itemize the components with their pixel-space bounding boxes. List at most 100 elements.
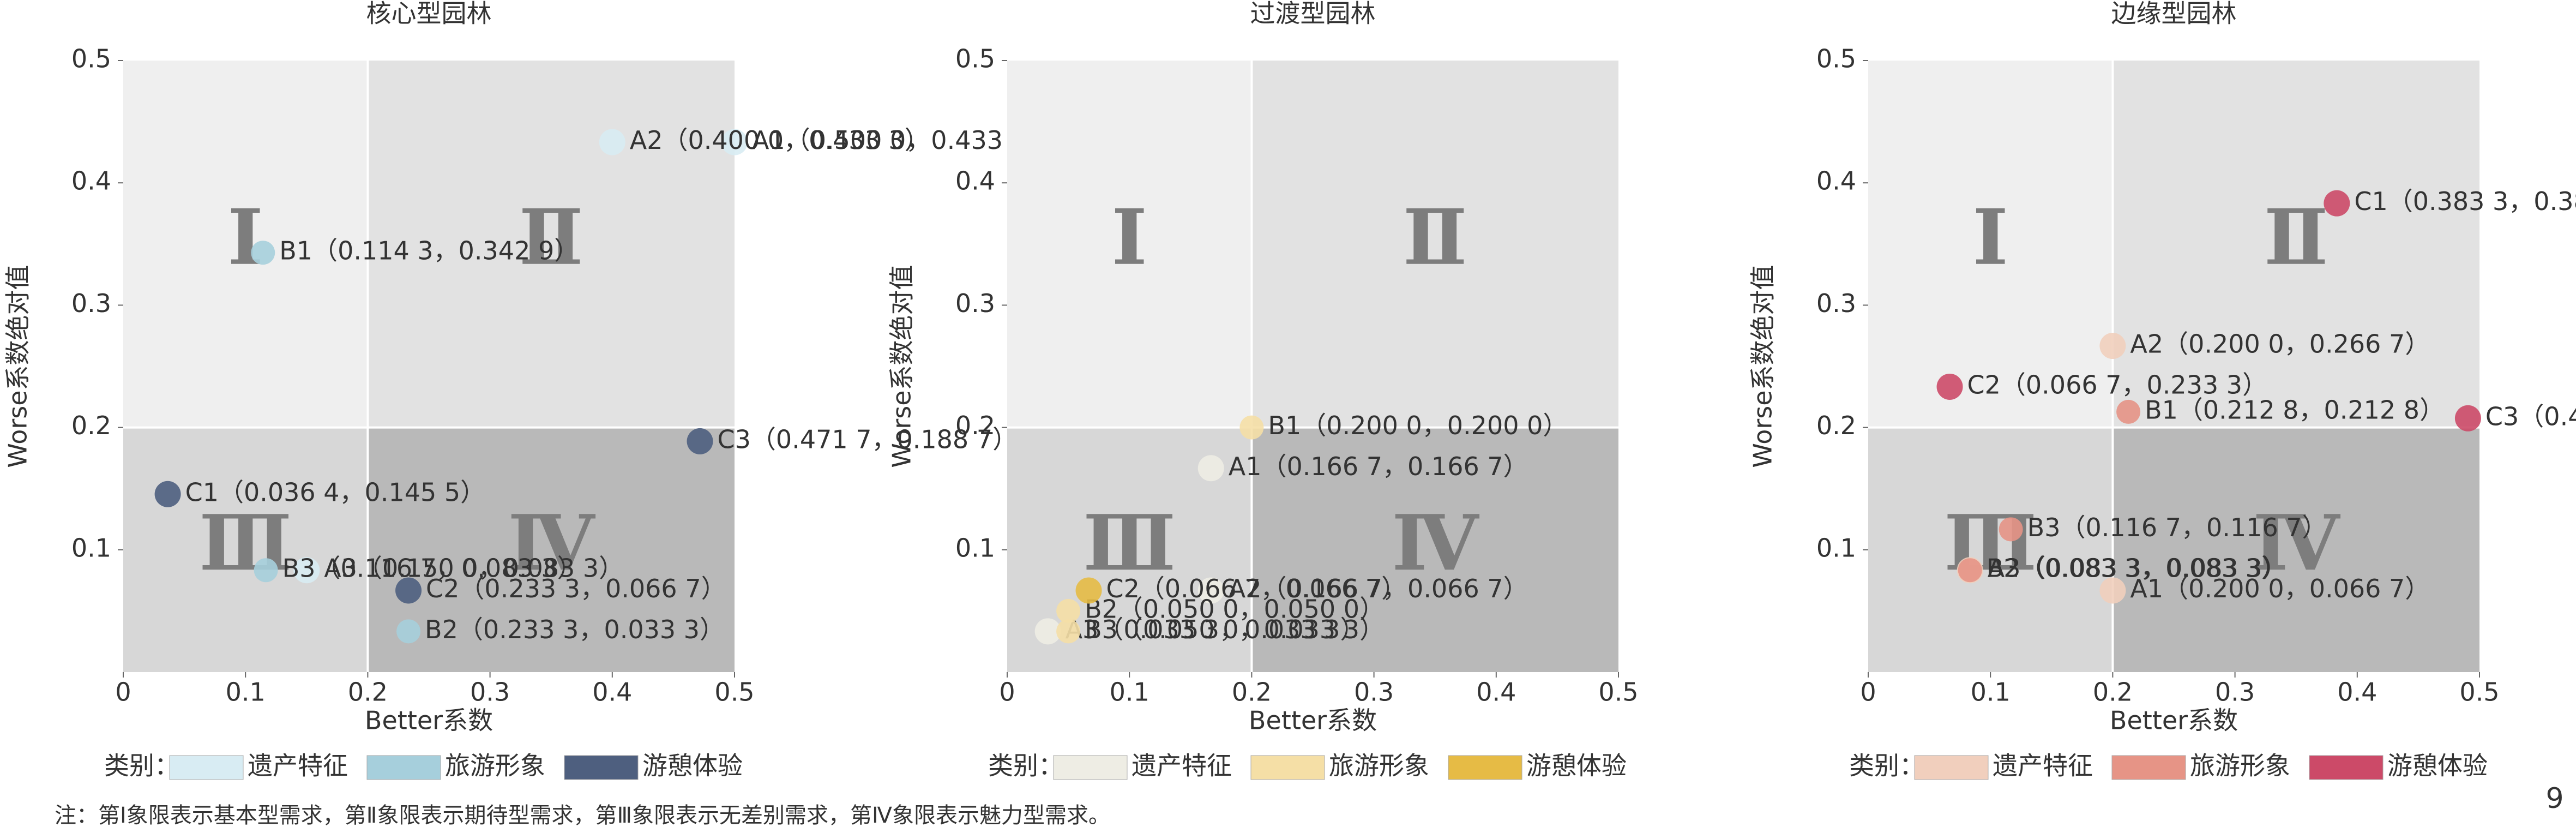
legend-swatch — [564, 755, 639, 780]
point — [251, 241, 275, 265]
point — [2324, 190, 2350, 217]
point — [293, 557, 320, 584]
quadrant — [368, 61, 735, 428]
note: 注：第Ⅰ象限表示基本型需求，第Ⅱ象限表示期待型需求，第Ⅲ象限表示无差别需求，第Ⅳ… — [55, 803, 1110, 828]
x-tick-label: 0.5 — [714, 678, 754, 707]
legend-swatch — [1053, 755, 1128, 780]
x-tick-label: 0.2 — [348, 678, 388, 707]
point — [1056, 598, 1081, 623]
y-tick-label: 0.4 — [955, 166, 995, 196]
x-tick-label: 0.4 — [2337, 678, 2377, 707]
quadrant — [2112, 427, 2479, 672]
quadrant-label: Ⅲ — [1083, 499, 1176, 588]
point-label: C2（0.066 7，0.066 7） — [1106, 574, 1407, 603]
x-tick-label: 0.2 — [1232, 678, 1272, 707]
legend-swatch — [2309, 755, 2384, 780]
point — [2099, 577, 2126, 604]
point — [1239, 415, 1264, 440]
point — [1034, 618, 1061, 645]
y-tick-label: 0.3 — [1816, 289, 1856, 318]
legend-swatch — [1914, 755, 1989, 780]
x-tick-label: 0.4 — [592, 678, 632, 707]
legend-label: 遗产特征 — [1131, 751, 1232, 781]
y-tick-label: 0.5 — [1816, 44, 1856, 74]
y-tick-label: 0.3 — [955, 289, 995, 318]
point — [1197, 577, 1224, 604]
legend-swatch — [2111, 755, 2186, 780]
quadrant-label: Ⅳ — [508, 499, 595, 588]
legend-label: 遗产特征 — [1993, 751, 2093, 781]
x-axis-label: Better系数 — [1249, 706, 1377, 735]
legend-swatch — [169, 755, 244, 780]
x-tick-label: 0.3 — [1354, 678, 1394, 707]
x-tick-label: 0.5 — [2459, 678, 2499, 707]
legend-label: 旅游形象 — [2190, 751, 2290, 781]
chart-title: 核心型园林 — [366, 0, 492, 28]
quadrant — [123, 427, 368, 672]
legend-swatch — [366, 755, 441, 780]
y-tick-label: 0.4 — [1816, 166, 1856, 196]
x-tick-label: 0.4 — [1476, 678, 1516, 707]
point-label: C2（0.066 7，0.233 3） — [1967, 370, 2268, 399]
y-tick-label: 0.2 — [955, 411, 995, 440]
point-label: C3（0.471 7，0.188 7） — [718, 424, 1018, 454]
x-tick-label: 0.5 — [1598, 678, 1638, 707]
x-tick-label: 0.1 — [1971, 678, 2011, 707]
point — [1197, 455, 1224, 482]
point-label: C2（0.233 3，0.066 7） — [426, 574, 726, 603]
quadrant-label: Ⅰ — [227, 193, 263, 283]
point-label: B3（0.116 7，0.083 3） — [282, 554, 582, 583]
chart-title: 边缘型园林 — [2111, 0, 2237, 28]
point-label: A2（0.400 0，0.433 3） — [630, 125, 930, 155]
point-label: B3（0.050 0，0.033 3） — [1085, 615, 1385, 644]
point-label: C3（0.490 6，0.207 5） — [2485, 401, 2576, 431]
point-label: A1（0.200 0，0.066 7） — [2130, 574, 2430, 603]
quadrant — [1007, 61, 1252, 428]
quadrant-label: Ⅲ — [199, 499, 292, 588]
point-label: A3（0.083 3，0.083 3） — [1988, 554, 2288, 583]
point-label: C1（0.036 4，0.145 5） — [185, 477, 486, 507]
point — [599, 129, 625, 155]
y-tick-label: 0.1 — [955, 533, 995, 562]
point — [2099, 333, 2126, 359]
point-label: B1（0.212 8，0.212 8） — [2145, 395, 2445, 424]
x-tick-label: 0.1 — [1110, 678, 1149, 707]
point — [395, 577, 422, 604]
y-axis-label: Worse系数绝对值 — [887, 265, 917, 468]
legend-swatch — [1448, 755, 1522, 780]
y-axis-label: Worse系数绝对值 — [1748, 265, 1778, 468]
quadrant — [1868, 61, 2113, 428]
x-axis-label: Better系数 — [365, 706, 493, 735]
point — [254, 558, 278, 583]
quadrant-label: Ⅳ — [1392, 499, 1479, 588]
point — [154, 481, 181, 507]
point — [1958, 558, 1982, 583]
chart-title: 过渡型园林 — [1250, 0, 1376, 28]
point — [2116, 399, 2141, 424]
x-tick-label: 0.2 — [2093, 678, 2133, 707]
point — [1936, 373, 1963, 400]
legend-label: 遗产特征 — [248, 751, 348, 781]
y-tick-label: 0.2 — [1816, 411, 1856, 440]
legend-label: 旅游形象 — [1329, 751, 1429, 781]
x-tick-label: 0 — [1860, 678, 1876, 707]
y-tick-label: 0.4 — [71, 166, 111, 196]
legend-title: 类别： — [988, 751, 1063, 781]
legend-swatch — [1250, 755, 1325, 780]
legend-title: 类别： — [1849, 751, 1924, 781]
point — [1075, 577, 1102, 604]
x-tick-label: 0.3 — [470, 678, 510, 707]
quadrant-label: Ⅱ — [519, 193, 583, 283]
quadrant-label: Ⅰ — [1972, 193, 2008, 283]
point-label: A2（0.200 0，0.266 7） — [2130, 329, 2430, 359]
point-label: A1（0.166 7，0.166 7） — [1229, 452, 1528, 481]
x-tick-label: 0 — [115, 678, 131, 707]
point-label: B2（0.050 0，0.050 0） — [1085, 594, 1385, 624]
x-tick-label: 0 — [999, 678, 1015, 707]
point — [396, 619, 421, 644]
point-label: B2（0.083 3，0.083 3） — [1987, 554, 2286, 583]
page-number: 9 — [2545, 782, 2563, 815]
point — [1999, 517, 2023, 542]
